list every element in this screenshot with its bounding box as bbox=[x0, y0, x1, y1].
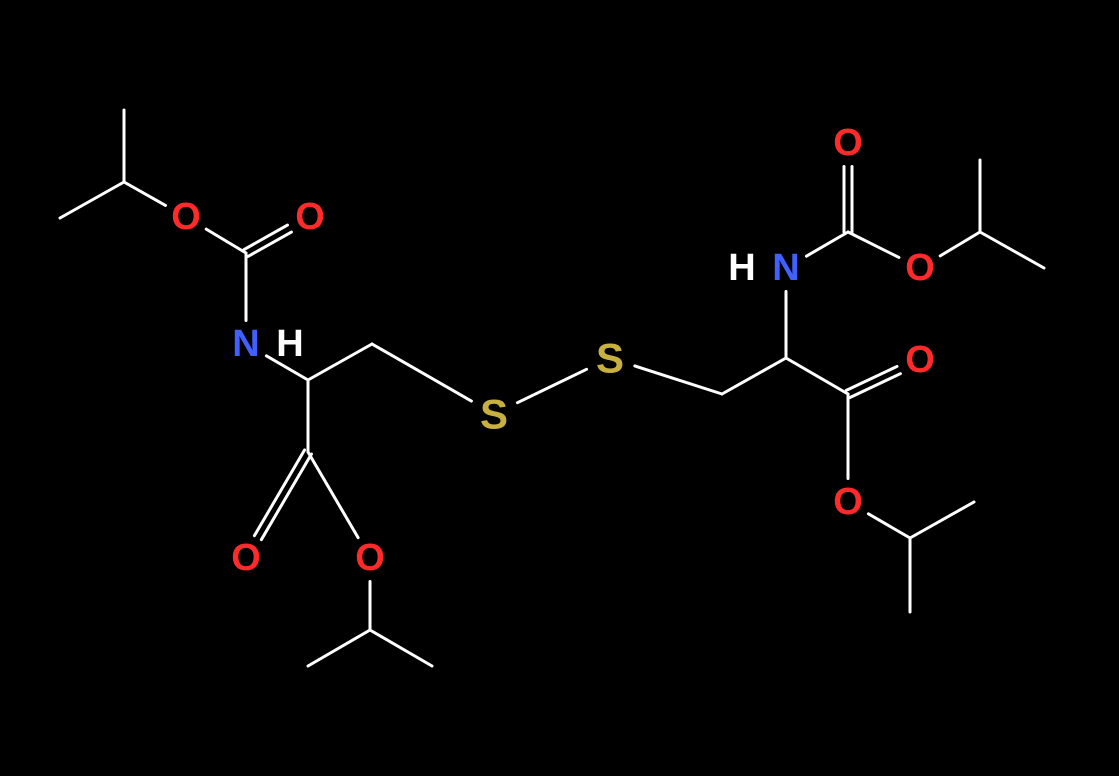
oxygen-atom: O bbox=[833, 481, 863, 523]
oxygen-atom: O bbox=[171, 196, 201, 238]
oxygen-atom: O bbox=[905, 247, 935, 289]
hydrogen-atom: H bbox=[276, 323, 303, 365]
nitrogen-atom: N bbox=[772, 247, 799, 289]
molecule-diagram: OONHOOSSNHOOOO bbox=[0, 0, 1119, 776]
oxygen-atom: O bbox=[355, 537, 385, 579]
sulfur-atom: S bbox=[596, 335, 624, 382]
nitrogen-atom: N bbox=[232, 323, 259, 365]
oxygen-atom: O bbox=[295, 196, 325, 238]
oxygen-atom: O bbox=[905, 339, 935, 381]
oxygen-atom: O bbox=[231, 537, 261, 579]
sulfur-atom: S bbox=[480, 391, 508, 438]
oxygen-atom: O bbox=[833, 122, 863, 164]
hydrogen-atom: H bbox=[728, 247, 755, 289]
